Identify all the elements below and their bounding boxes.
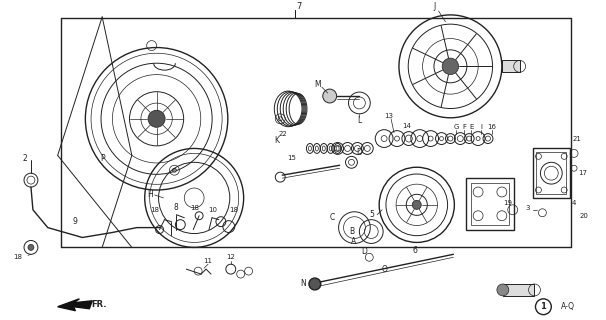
Text: 4: 4: [572, 200, 576, 206]
Circle shape: [497, 284, 509, 296]
Text: P: P: [100, 154, 104, 163]
Bar: [502, 60, 520, 72]
Text: E: E: [469, 124, 473, 130]
Text: D: D: [361, 247, 367, 256]
Text: 7: 7: [296, 3, 302, 12]
Text: 20: 20: [580, 213, 589, 219]
Text: O: O: [381, 265, 387, 274]
Text: K: K: [274, 136, 279, 145]
Circle shape: [28, 244, 34, 250]
Circle shape: [309, 278, 321, 290]
Text: 18: 18: [229, 207, 238, 213]
Text: FR.: FR.: [92, 300, 107, 309]
Circle shape: [442, 58, 459, 75]
Text: H: H: [147, 190, 153, 199]
Text: 16: 16: [487, 124, 496, 130]
Text: J: J: [433, 3, 436, 12]
Text: 8: 8: [174, 203, 179, 212]
Text: 18: 18: [150, 207, 159, 213]
Text: L: L: [358, 116, 362, 125]
Text: 12: 12: [227, 254, 235, 260]
Text: 17: 17: [578, 170, 587, 176]
Text: A-Q: A-Q: [561, 302, 575, 311]
Text: 21: 21: [572, 136, 581, 141]
Text: B: B: [349, 227, 354, 236]
Text: 11: 11: [204, 258, 213, 264]
Bar: [503, 284, 534, 296]
Text: 6: 6: [412, 246, 417, 255]
Text: 15: 15: [288, 155, 296, 161]
Bar: [536, 152, 566, 194]
Text: 22: 22: [279, 131, 288, 137]
Circle shape: [323, 89, 337, 103]
Text: N: N: [300, 279, 306, 289]
Text: 18: 18: [191, 205, 199, 211]
Text: I: I: [480, 124, 482, 130]
Circle shape: [412, 200, 421, 209]
Text: C: C: [330, 213, 335, 222]
Text: 10: 10: [208, 207, 218, 213]
Text: F: F: [462, 124, 466, 130]
Circle shape: [173, 168, 176, 172]
Text: 14: 14: [402, 123, 411, 129]
Bar: [466, 178, 514, 229]
Text: 19: 19: [503, 200, 512, 206]
Circle shape: [148, 110, 165, 127]
Text: A: A: [351, 237, 356, 246]
Text: 1: 1: [541, 302, 547, 311]
Bar: [471, 183, 509, 225]
Text: M: M: [315, 80, 321, 89]
Text: 13: 13: [385, 113, 393, 119]
Bar: [533, 148, 570, 198]
Text: 18: 18: [13, 254, 22, 260]
Text: 3: 3: [525, 205, 530, 211]
Polygon shape: [58, 299, 92, 311]
Text: D: D: [356, 148, 362, 157]
Text: 2: 2: [22, 154, 27, 163]
Text: 9: 9: [72, 217, 77, 226]
Text: G: G: [454, 124, 459, 130]
Text: 5: 5: [370, 210, 375, 219]
